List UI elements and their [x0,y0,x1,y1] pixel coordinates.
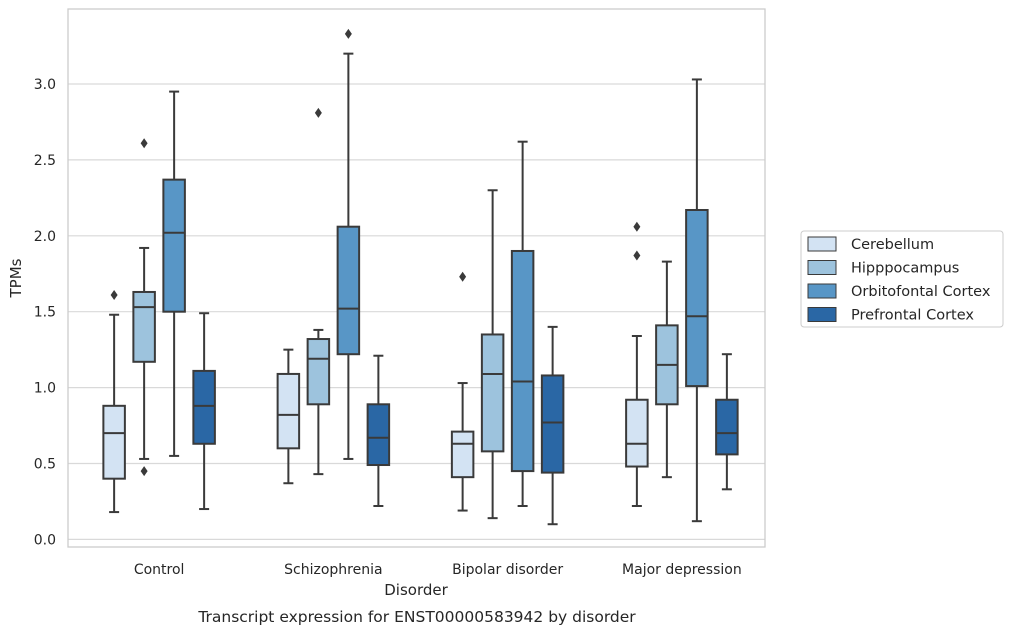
box-body [192,369,216,445]
box-body [366,403,391,467]
legend-swatch [807,260,837,275]
outlier-point [140,138,148,149]
legend-swatch [807,236,837,252]
plot-frame [67,8,766,548]
outlier-point [633,250,641,261]
outlier-point [459,271,467,282]
box-0-3 [192,312,216,511]
box-body [625,398,649,468]
x-tick-labels: Control Schizophrenia Bipolar disorder Majo… [134,562,742,578]
legend-item: Hipppocampus [807,260,959,277]
box-body [715,398,739,456]
box-2-1 [480,189,505,520]
legend-label: Hipppocampus [851,261,959,277]
box-groups [102,28,739,526]
outlier-point [633,221,641,232]
box-0-0 [102,290,126,514]
box-body [510,249,535,473]
box-3-0 [625,221,649,508]
y-tick-label: 1.5 [34,305,56,321]
box-body [276,372,301,450]
legend-label: Orbitofontal Cortex [851,284,991,300]
legend-item: Cerebellum [807,236,934,253]
y-tick-label: 3.0 [34,77,56,93]
outlier-point [140,466,148,477]
y-axis-label: TPMs [7,258,25,298]
y-tick-label: 2.5 [34,153,56,169]
chart-caption: Transcript expression for ENST0000058394… [197,608,636,626]
box-body [685,208,709,388]
box-body [450,430,475,479]
box-1-2 [336,28,361,460]
outlier-point [110,290,118,301]
legend-label: Prefrontal Cortex [851,308,974,324]
box-2-2 [510,140,535,508]
box-body [480,333,505,453]
box-body [540,374,565,474]
legend-swatch [807,307,837,322]
y-tick-labels: 0.0 0.5 1.0 1.5 2.0 2.5 3.0 [34,77,56,548]
legend-swatch [807,283,837,299]
x-tick-label: Bipolar disorder [452,562,563,578]
box-body [306,338,331,406]
box-0-2 [162,90,186,457]
box-1-0 [276,348,301,485]
legend-item: Prefrontal Cortex [807,307,974,324]
y-tick-label: 2.0 [34,229,56,245]
x-tick-label: Schizophrenia [284,562,382,578]
outlier-point [314,107,322,118]
box-2-3 [540,325,565,526]
box-1-1 [306,107,331,476]
x-tick-label: Major depression [622,562,742,578]
box-body [102,404,126,480]
box-3-2 [685,78,709,523]
box-3-1 [655,260,679,479]
legend-label: Cerebellum [851,237,934,253]
box-body [336,225,361,356]
box-2-0 [450,271,475,512]
legend-item: Orbitofontal Cortex [807,283,991,300]
y-tick-label: 1.0 [34,381,56,397]
y-tick-label: 0.0 [34,532,56,548]
box-body [162,178,186,313]
box-0-1 [132,138,156,477]
legend: Cerebellum Hipppocampus Orbitofontal Corte… [800,230,1004,328]
box-1-3 [366,354,391,508]
y-tick-label: 0.5 [34,457,56,473]
outlier-point [344,28,352,39]
box-3-3 [715,353,739,491]
x-tick-label: Control [134,562,185,578]
legend-frame [800,230,1004,328]
x-axis-label: Disorder [384,581,448,599]
box-body [132,290,156,363]
